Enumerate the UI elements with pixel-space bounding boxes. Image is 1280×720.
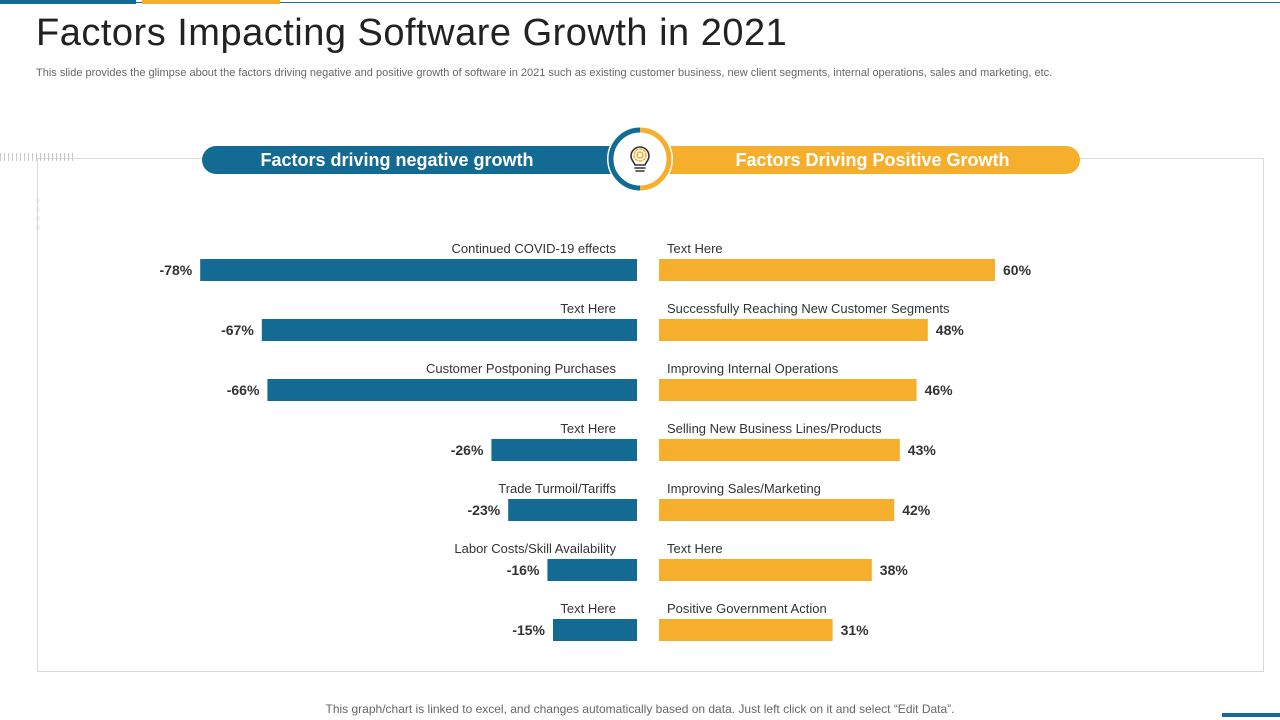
top-accent-blue [0, 0, 136, 4]
negative-bar [508, 499, 637, 521]
positive-bar [659, 619, 833, 641]
negative-bar [491, 439, 637, 461]
bottom-accent [1222, 713, 1280, 717]
footer-note: This graph/chart is linked to excel, and… [325, 702, 955, 716]
top-rule [0, 2, 1280, 3]
positive-value-label: 43% [908, 442, 937, 458]
negative-category-label: Continued COVID-19 effects [451, 241, 616, 256]
positive-category-label: Improving Internal Operations [667, 361, 839, 376]
positive-category-label: Successfully Reaching New Customer Segme… [667, 301, 950, 316]
negative-value-label: -67% [221, 322, 254, 338]
positive-category-label: Text Here [667, 241, 723, 256]
positive-category-label: Selling New Business Lines/Products [667, 421, 882, 436]
badge-ring-orange [639, 127, 672, 191]
negative-category-label: Text Here [560, 421, 616, 436]
negative-bar [553, 619, 637, 641]
negative-growth-header: Factors driving negative growth [202, 146, 642, 174]
negative-bar [200, 259, 637, 281]
slide-title: Factors Impacting Software Growth in 202… [36, 12, 788, 54]
negative-value-label: -66% [227, 382, 260, 398]
positive-growth-label: Factors Driving Positive Growth [735, 150, 1010, 170]
positive-bar [659, 259, 995, 281]
top-accent-orange [142, 0, 280, 4]
negative-category-label: Trade Turmoil/Tariffs [498, 481, 616, 496]
negative-value-label: -16% [507, 562, 540, 578]
negative-bar [547, 559, 637, 581]
negative-bar [267, 379, 637, 401]
positive-bar [659, 559, 872, 581]
negative-value-label: -26% [451, 442, 484, 458]
slide-subtitle: This slide provides the glimpse about th… [36, 67, 1053, 79]
positive-bar [659, 379, 917, 401]
negative-growth-label: Factors driving negative growth [260, 150, 534, 170]
positive-category-label: Improving Sales/Marketing [667, 481, 821, 496]
positive-bar [659, 499, 895, 521]
negative-value-label: -23% [468, 502, 501, 518]
negative-value-label: -78% [160, 262, 193, 278]
positive-category-label: Positive Government Action [667, 601, 827, 616]
dashed-decoration [0, 153, 74, 161]
positive-value-label: 38% [880, 562, 909, 578]
negative-category-label: Text Here [560, 301, 616, 316]
center-badge [607, 126, 673, 192]
negative-category-label: Customer Postponing Purchases [426, 361, 617, 376]
positive-value-label: 31% [841, 622, 870, 638]
positive-value-label: 46% [925, 382, 954, 398]
negative-category-label: Labor Costs/Skill Availability [454, 541, 616, 556]
positive-bar [659, 319, 928, 341]
positive-value-label: 48% [936, 322, 965, 338]
positive-value-label: 42% [902, 502, 931, 518]
badge-ring-blue [608, 127, 641, 191]
positive-category-label: Text Here [667, 541, 723, 556]
positive-value-label: 60% [1003, 262, 1032, 278]
negative-value-label: -15% [512, 622, 545, 638]
positive-growth-header: Factors Driving Positive Growth [640, 146, 1080, 174]
negative-category-label: Text Here [560, 601, 616, 616]
negative-bar [261, 319, 637, 341]
lightbulb-gear-icon [630, 146, 650, 172]
positive-bar [659, 439, 900, 461]
side-decoration: ○ ○ ○ ○ [35, 195, 41, 232]
